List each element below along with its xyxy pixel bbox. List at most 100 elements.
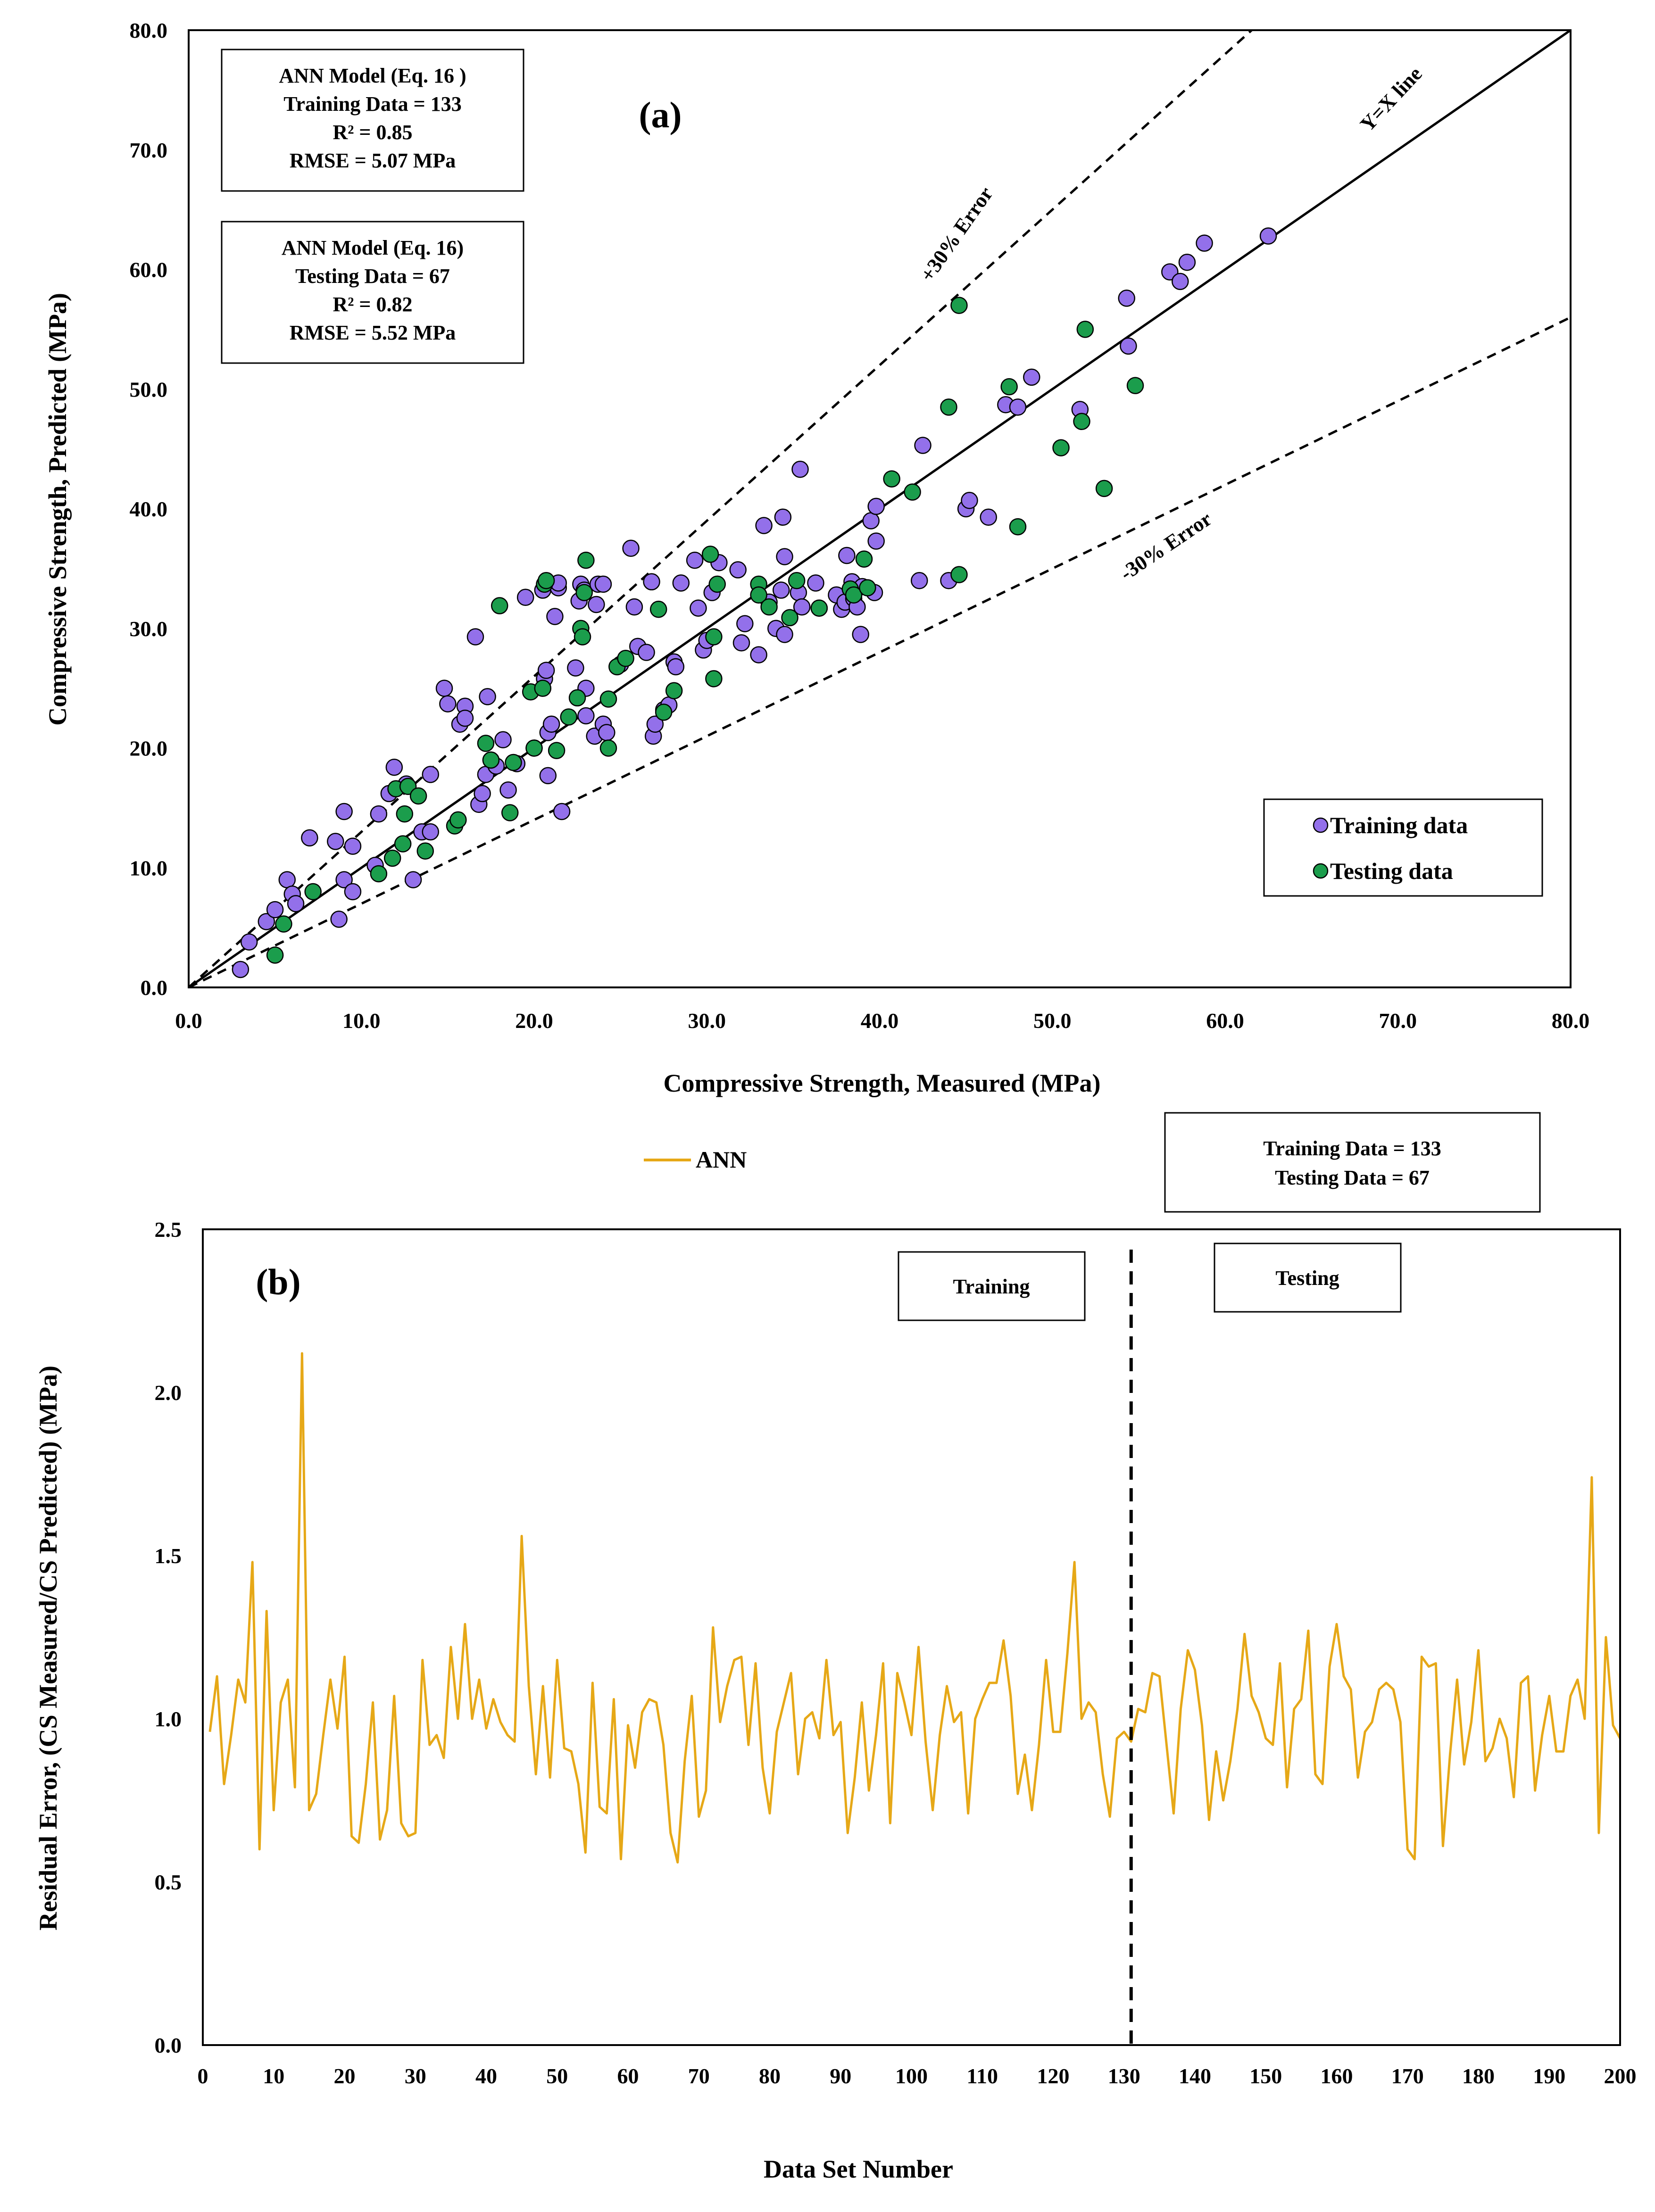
panel-b-legend: ANN <box>644 1146 747 1173</box>
testing-point <box>491 597 508 614</box>
minus30-error-label: -30% Error <box>1116 507 1216 585</box>
training-point <box>686 551 704 569</box>
testing-point <box>1073 413 1090 431</box>
testing-point <box>665 682 683 699</box>
training-point <box>667 658 685 676</box>
training-point <box>1009 398 1027 416</box>
panel-b-x-tick-label: 0 <box>198 2064 208 2088</box>
testing-point <box>1052 439 1070 456</box>
testing-point <box>409 787 427 805</box>
panel-a-y-tick-label: 60.0 <box>130 258 168 282</box>
training-point <box>287 895 305 912</box>
testing-point <box>1000 378 1018 396</box>
training-point <box>240 933 258 951</box>
panel-b-info-line-1: Training Data = 133 <box>1263 1137 1441 1160</box>
training-point <box>776 548 793 565</box>
testing-point <box>534 679 552 697</box>
panel-a-y-tick-label: 0.0 <box>141 976 168 1000</box>
panel-b-plot-frame <box>202 1228 1621 2046</box>
training-point <box>456 709 474 727</box>
testing-point <box>505 754 522 771</box>
training-point <box>258 913 275 930</box>
training-point <box>1196 234 1213 252</box>
testing-point <box>275 915 292 933</box>
panel-b-x-tick-label: 200 <box>1604 2064 1637 2088</box>
training-box-line-4: RMSE = 5.07 MPa <box>290 149 456 172</box>
testing-point <box>701 546 719 563</box>
panel-a-y-tick-label: 30.0 <box>130 617 168 641</box>
training-point <box>838 547 856 564</box>
training-point <box>567 659 584 677</box>
legend-training-marker <box>1313 817 1329 833</box>
panel-b-x-tick-label: 60 <box>617 2064 639 2088</box>
testing-point <box>599 690 617 708</box>
panel-a-x-tick-label: 80.0 <box>1552 1009 1590 1033</box>
testing-point <box>708 575 726 593</box>
panel-b-y-tick-label: 0.5 <box>155 1870 182 1894</box>
training-point <box>638 644 655 661</box>
training-point <box>643 573 660 591</box>
panel-b-label: (b) <box>256 1261 300 1302</box>
testing-point <box>655 704 673 721</box>
training-point <box>980 508 997 526</box>
testing-point <box>560 708 577 726</box>
panel-b-x-tick-label: 140 <box>1179 2064 1211 2088</box>
training-point <box>772 581 790 599</box>
panel-b-x-tick-label: 100 <box>895 2064 928 2088</box>
training-point <box>1259 227 1277 245</box>
panel-b-x-axis-title: Data Set Number <box>764 2155 953 2183</box>
testing-point <box>482 751 500 769</box>
testing-region-box: Testing <box>1214 1243 1402 1313</box>
training-point <box>1178 254 1196 271</box>
testing-point <box>649 600 667 618</box>
testing-point <box>568 689 586 707</box>
panel-b-x-tick-label: 150 <box>1249 2064 1282 2088</box>
training-point <box>862 512 880 530</box>
training-point <box>344 883 362 901</box>
panel-a-x-axis-title: Compressive Strength, Measured (MPa) <box>664 1069 1101 1097</box>
training-point <box>385 758 403 776</box>
testing-point <box>1126 377 1144 394</box>
panel-a-y-tick-label: 20.0 <box>130 737 168 761</box>
training-point <box>278 871 296 888</box>
panel-a-x-tick-labels: 0.0 10.0 20.0 30.0 40.0 50.0 60.0 70.0 80.0 <box>175 1009 1589 1033</box>
training-box-line-3: R² = 0.85 <box>333 121 412 144</box>
panel-b-info-line-2: Testing Data = 67 <box>1275 1166 1430 1189</box>
testing-point <box>575 584 593 601</box>
testing-point <box>781 609 798 627</box>
training-point <box>301 829 318 847</box>
panel-b-x-tick-label: 180 <box>1462 2064 1495 2088</box>
panel-b-y-tick-labels: 0.0 0.5 1.0 1.5 2.0 2.5 <box>155 1218 182 2057</box>
testing-point <box>477 735 495 752</box>
panel-a-x-tick-label: 0.0 <box>175 1009 202 1033</box>
training-point <box>553 803 571 820</box>
testing-point <box>266 946 284 964</box>
panel-b-x-tick-label: 120 <box>1037 2064 1070 2088</box>
panel-b-x-tick-label: 10 <box>263 2064 284 2088</box>
training-point <box>479 688 496 705</box>
testing-box-line-4: RMSE = 5.52 MPa <box>290 321 456 344</box>
training-point <box>793 598 811 616</box>
testing-point <box>548 742 566 759</box>
legend-ann-label: ANN <box>696 1146 747 1173</box>
legend-testing-label: Testing data <box>1330 858 1453 884</box>
panel-b-y-tick-label: 2.0 <box>155 1381 182 1405</box>
testing-point <box>859 579 876 596</box>
training-point <box>646 715 664 733</box>
panel-b-x-tick-label: 50 <box>546 2064 568 2088</box>
training-point <box>622 539 640 557</box>
training-point <box>335 803 353 820</box>
training-point <box>474 785 491 803</box>
panel-b-y-tick-label: 1.5 <box>155 1544 182 1568</box>
panel-a-plot-frame <box>188 29 1572 988</box>
testing-point <box>370 865 388 883</box>
testing-point <box>1095 480 1113 497</box>
training-point <box>672 574 690 592</box>
training-point <box>344 837 362 855</box>
legend-training-label: Training data <box>1330 812 1468 838</box>
testing-point <box>855 550 873 568</box>
training-point <box>755 517 773 534</box>
testing-point <box>525 739 543 757</box>
training-point <box>370 805 388 823</box>
